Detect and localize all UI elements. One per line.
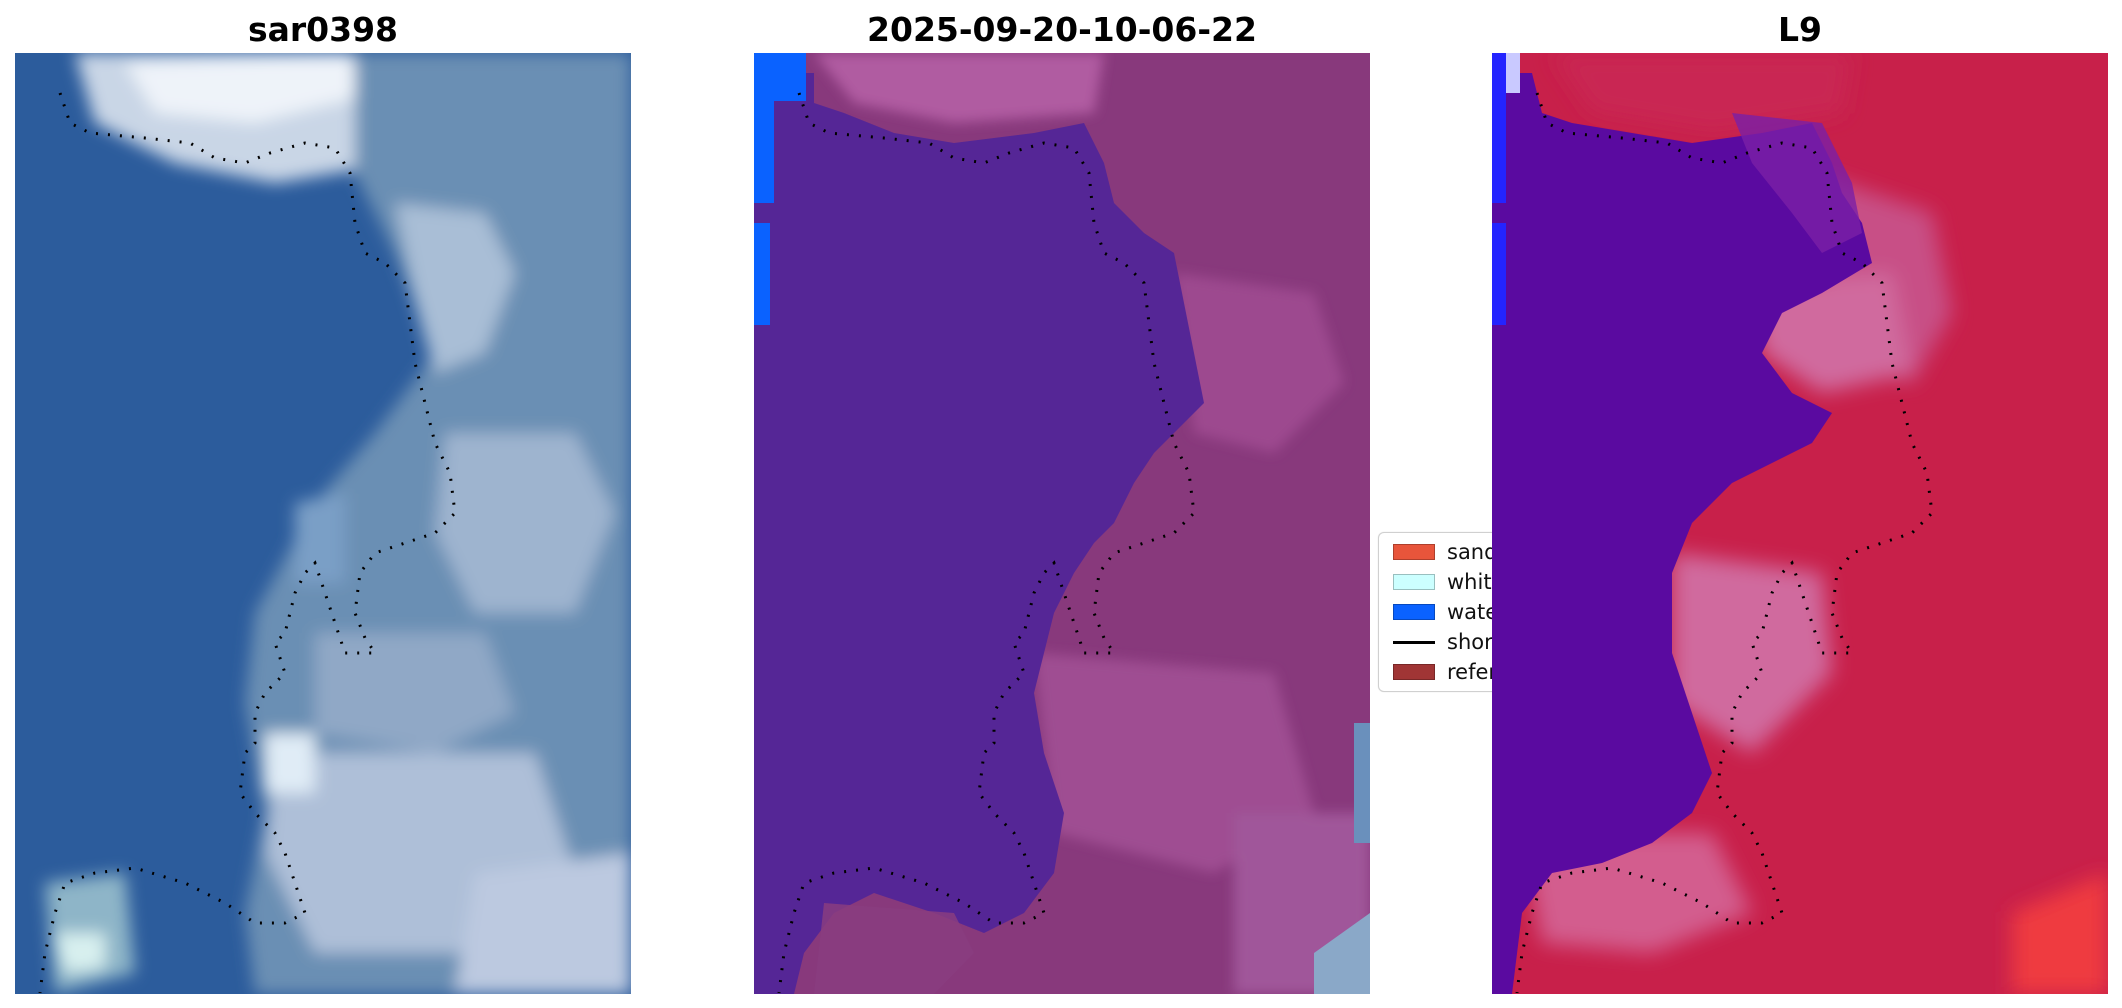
legend-label: whit: [1447, 570, 1492, 594]
legend-item: sand: [1387, 541, 1507, 563]
shoreline-trace: [38, 92, 457, 994]
legend: sand whit wate shor refer: [1378, 532, 1510, 692]
classification-image: [754, 53, 1370, 994]
water-index-region: [1492, 73, 1872, 994]
legend-swatch: [1393, 604, 1435, 620]
legend-item: wate: [1387, 601, 1507, 623]
panel-title: 2025-09-20-10-06-22: [867, 10, 1257, 49]
panel-title: sar0398: [247, 10, 399, 49]
legend-label: shor: [1447, 630, 1493, 654]
legend-label: refer: [1447, 660, 1498, 684]
legend-item: refer: [1387, 661, 1507, 683]
legend-label: wate: [1447, 600, 1499, 624]
legend-swatch: [1393, 574, 1435, 590]
legend-item: whit: [1387, 571, 1507, 593]
index-image: [1492, 53, 2108, 994]
legend-label: sand: [1447, 540, 1498, 564]
satellite-image: [15, 53, 631, 994]
water-class-region: [754, 53, 1204, 994]
panel-classification: 2025-09-20-10-06-22: [754, 0, 1370, 1008]
legend-line: [1393, 641, 1435, 644]
legend-item: shor: [1387, 631, 1507, 653]
panel-satellite-rgb: sar0398: [15, 0, 631, 1008]
legend-swatch: [1393, 664, 1435, 680]
panel-title: L9: [1778, 10, 1822, 49]
panel-index: L9: [1492, 0, 2108, 1008]
legend-swatch: [1393, 544, 1435, 560]
